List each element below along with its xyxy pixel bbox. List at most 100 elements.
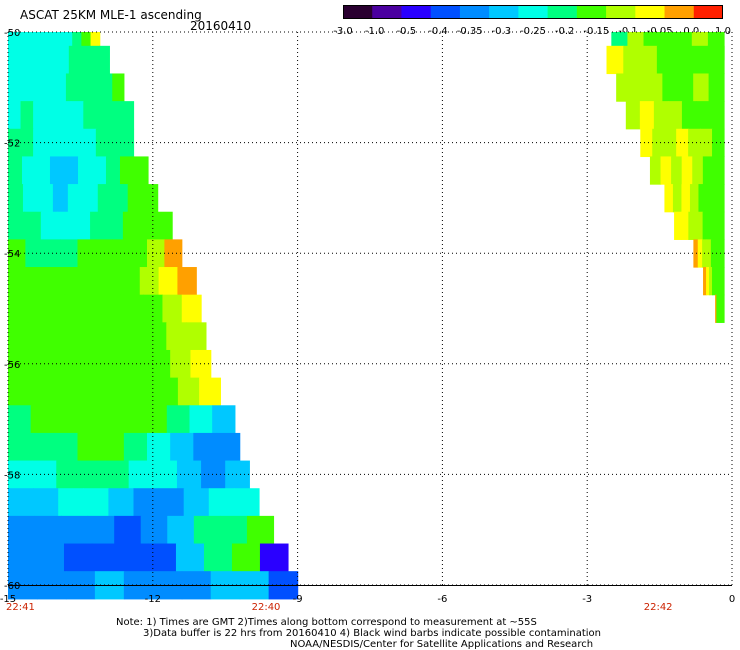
data-cell <box>119 156 135 185</box>
note-line-3: NOAA/NESDIS/Center for Satellite Applica… <box>290 639 594 650</box>
data-cell <box>653 101 669 130</box>
data-cell <box>27 322 49 351</box>
data-cell <box>681 156 693 185</box>
data-cell <box>104 294 125 323</box>
data-cell <box>676 128 689 158</box>
data-cell <box>649 156 662 185</box>
data-cell <box>702 156 715 185</box>
data-cell <box>25 239 44 268</box>
data-cell <box>8 156 23 185</box>
data-cell <box>31 432 55 462</box>
data-cell <box>78 45 90 75</box>
data-cell <box>68 349 90 379</box>
data-cell <box>73 211 91 240</box>
data-cell <box>689 184 700 213</box>
data-cell <box>85 294 106 323</box>
x-tick-label: 0 <box>729 594 735 605</box>
colorbar-swatch <box>372 5 402 19</box>
data-cell <box>42 239 61 268</box>
data-cell <box>720 294 723 323</box>
data-cell <box>53 405 77 434</box>
data-cell <box>662 73 679 102</box>
data-cell <box>8 488 34 517</box>
note-line-2: 3)Data buffer is 22 hrs from 20160410 4)… <box>143 628 601 639</box>
data-cell <box>37 184 54 213</box>
data-cell <box>33 128 47 158</box>
data-cell <box>108 128 122 158</box>
data-cell <box>77 432 102 462</box>
data-cell <box>89 73 102 102</box>
data-cell <box>8 322 29 351</box>
colorbar-label: 0.0 <box>683 26 700 37</box>
data-cell <box>49 156 65 185</box>
data-cell <box>47 322 68 351</box>
data-cell <box>167 515 195 545</box>
y-tick-label: -60 <box>4 581 20 592</box>
data-cell <box>106 211 124 240</box>
data-cell <box>709 211 718 240</box>
data-cell <box>35 543 65 572</box>
data-cell <box>122 211 140 240</box>
data-cell <box>158 267 179 296</box>
data-cell <box>208 488 235 517</box>
data-cell <box>108 488 135 517</box>
data-cell <box>89 349 110 379</box>
data-cell <box>129 239 148 268</box>
data-cell <box>95 128 109 158</box>
data-cell <box>83 101 97 130</box>
data-cell <box>98 405 123 434</box>
data-cell <box>33 101 47 130</box>
y-tick-label: -50 <box>4 28 20 39</box>
data-cell <box>606 45 624 75</box>
data-cell <box>46 294 67 323</box>
data-cells <box>8 32 725 600</box>
data-cell <box>38 45 50 75</box>
data-cell <box>146 322 167 351</box>
data-cell <box>120 267 141 296</box>
data-cell <box>114 515 142 545</box>
data-cell <box>660 156 672 185</box>
data-cell <box>70 128 84 158</box>
data-cell <box>695 211 704 240</box>
data-cell <box>664 184 674 213</box>
data-cell <box>70 101 84 130</box>
data-cell <box>695 101 711 130</box>
data-cell <box>31 73 44 102</box>
data-cell <box>721 267 725 296</box>
data-cell <box>166 405 191 434</box>
data-cell <box>100 432 125 462</box>
chart-date: 20160410 <box>190 19 252 33</box>
data-cell <box>8 101 22 130</box>
data-cell <box>99 45 110 75</box>
x-tick-label: -9 <box>293 594 303 605</box>
data-cell <box>95 101 109 130</box>
data-cell <box>91 543 121 572</box>
data-cell <box>18 45 29 75</box>
data-cell <box>706 267 710 296</box>
data-cell <box>29 377 52 406</box>
data-cell <box>164 239 183 268</box>
data-cell <box>186 322 207 351</box>
data-cell <box>28 349 50 379</box>
data-cell <box>83 267 103 296</box>
data-cell <box>8 405 32 434</box>
data-cell <box>90 211 108 240</box>
data-cell <box>8 267 28 296</box>
data-cell <box>34 515 62 545</box>
data-cell <box>652 128 665 158</box>
data-cell <box>139 211 157 240</box>
data-cell <box>189 405 213 434</box>
data-cell <box>61 515 89 545</box>
data-cell <box>707 45 725 75</box>
data-cell <box>133 488 160 517</box>
data-cell <box>8 211 26 240</box>
data-cell <box>77 156 93 185</box>
data-cell <box>170 432 194 462</box>
colorbar-swatch <box>547 5 578 19</box>
data-cell <box>199 377 221 406</box>
data-cell <box>140 515 168 545</box>
colorbar-label: -0.05 <box>646 26 673 37</box>
data-cell <box>719 239 725 268</box>
data-cell <box>89 45 100 75</box>
data-cell <box>87 322 108 351</box>
